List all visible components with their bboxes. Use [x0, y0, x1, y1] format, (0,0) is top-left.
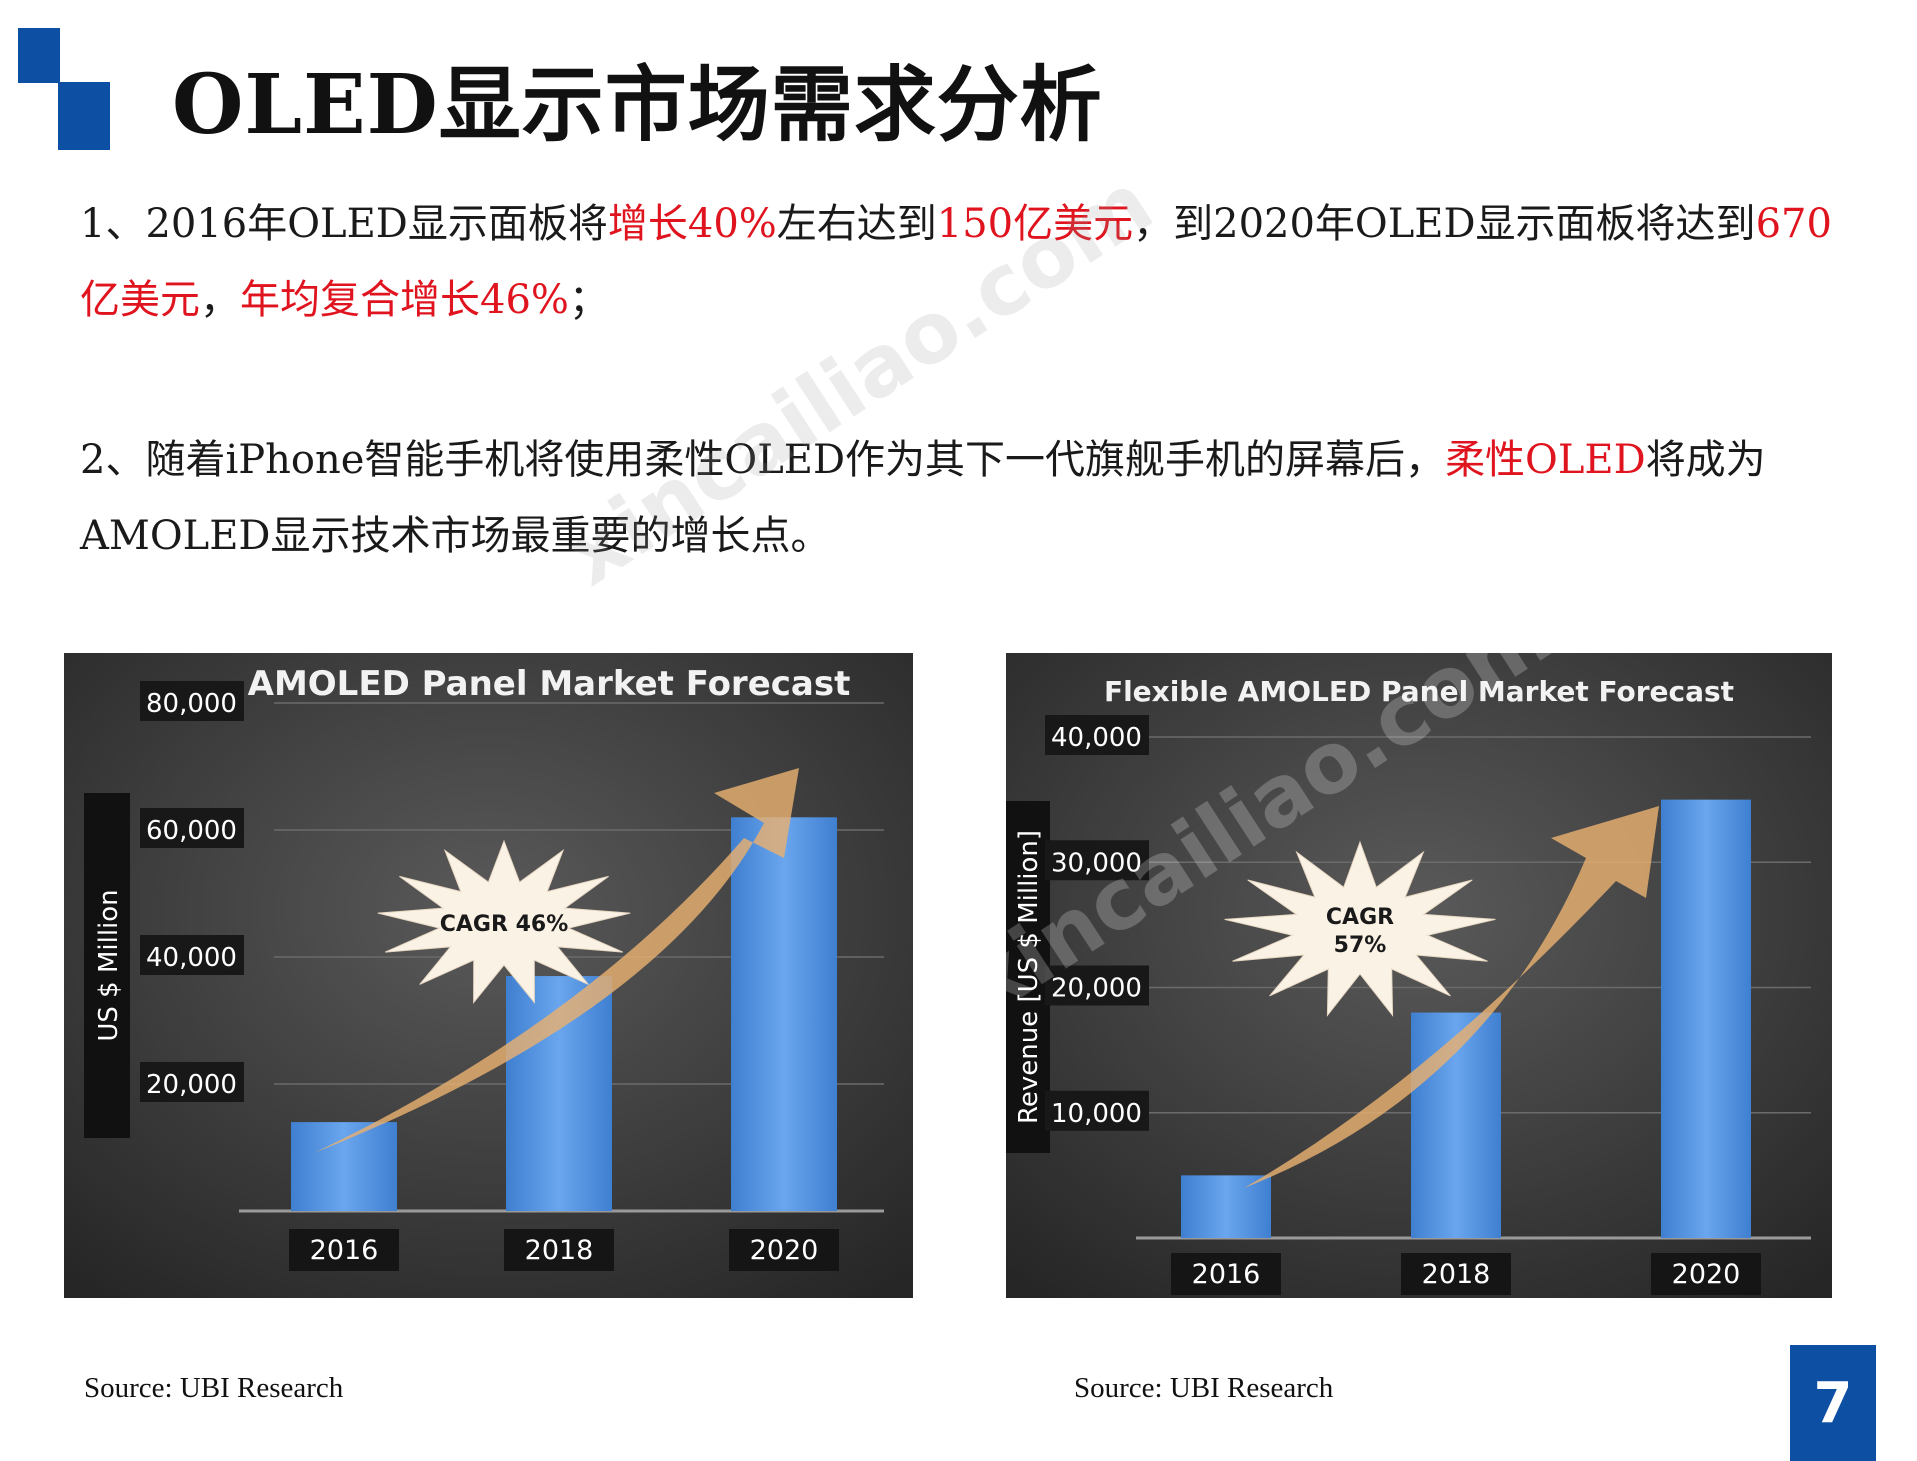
- y-axis-label: US $ Million: [94, 889, 124, 1041]
- bar-2016: [291, 1122, 397, 1211]
- slide-title: OLED显示市场需求分析: [172, 57, 1103, 153]
- growth-arrow: [314, 768, 799, 1153]
- p1-text-1: 1、2016年OLED显示面板将: [80, 201, 608, 247]
- x-tick-label: 2020: [1672, 1259, 1741, 1290]
- amoled-market-chart: US $ Million 20,000 40,000 60,000 80,000 2016…: [64, 653, 913, 1298]
- source-label-right: Source: UBI Research: [1074, 1372, 1334, 1404]
- x-tick-label: 2018: [1422, 1259, 1491, 1290]
- logo-block-lower: [58, 82, 110, 150]
- x-tick-backdrop: [1401, 1253, 1511, 1295]
- chart-title: AMOLED Panel Market Forecast: [248, 664, 851, 704]
- logo-block-upper: [18, 28, 60, 83]
- cagr-annotation: 57%: [1334, 933, 1387, 958]
- y-axis-label-backdrop: [84, 793, 130, 1138]
- y-tick-backdrop: [140, 808, 244, 848]
- bar-2020: [731, 817, 837, 1211]
- growth-arrow: [1244, 806, 1659, 1188]
- y-tick-label: 80,000: [146, 689, 237, 719]
- cagr-starburst: [1224, 840, 1496, 1017]
- y-tick-backdrop: [1045, 965, 1149, 1006]
- bar-2016: [1181, 1175, 1271, 1238]
- p1-text-3: ，到2020年OLED显示面板将达到: [1133, 201, 1756, 247]
- source-label-left: Source: UBI Research: [84, 1372, 344, 1404]
- p2-highlight-flexible-oled: 柔性OLED: [1445, 437, 1646, 483]
- chart-title: Flexible AMOLED Panel Market Forecast: [1104, 675, 1734, 708]
- p1-text-2: 左右达到: [776, 201, 937, 247]
- x-tick-label: 2016: [310, 1235, 379, 1266]
- cagr-annotation: CAGR 46%: [440, 912, 569, 937]
- y-tick-label: 40,000: [146, 943, 237, 973]
- p2-text-1: 2、随着iPhone智能手机将使用柔性OLED作为其下一代旗舰手机的屏幕后，: [80, 437, 1446, 483]
- y-tick-label: 20,000: [1051, 974, 1142, 1004]
- y-tick-backdrop: [140, 935, 244, 975]
- x-tick-backdrop: [1171, 1253, 1281, 1295]
- p1-highlight-cagr: 年均复合增长46%: [240, 277, 569, 323]
- x-tick-label: 2018: [525, 1235, 594, 1266]
- y-tick-label: 60,000: [146, 816, 237, 846]
- y-tick-label: 30,000: [1051, 848, 1142, 878]
- y-tick-label: 20,000: [146, 1070, 237, 1100]
- p1-highlight-value-2016: 150亿美元: [936, 201, 1134, 247]
- p1-text-4: ，: [200, 277, 240, 323]
- x-tick-backdrop: [729, 1229, 839, 1271]
- p1-highlight-value-2020: 670亿美元: [80, 201, 1832, 323]
- x-tick-backdrop: [504, 1229, 614, 1271]
- x-tick-backdrop: [289, 1229, 399, 1271]
- cagr-annotation: CAGR: [1326, 905, 1394, 930]
- bar-2020: [1661, 799, 1751, 1238]
- y-tick-backdrop: [140, 1062, 244, 1102]
- y-tick-backdrop: [1045, 840, 1149, 881]
- y-tick-label: 10,000: [1051, 1099, 1142, 1129]
- y-tick-backdrop: [1045, 1090, 1149, 1131]
- y-tick-label: 40,000: [1051, 723, 1142, 753]
- x-tick-label: 2016: [1192, 1259, 1261, 1290]
- y-tick-backdrop: [140, 681, 244, 721]
- flexible-amoled-market-chart: Revenue [US $ Million] 10,000 20,000 30,000…: [1006, 653, 1832, 1298]
- cagr-starburst: [377, 839, 631, 1005]
- p1-highlight-growth: 增长40%: [607, 201, 777, 247]
- paragraph-1: 1、2016年OLED显示面板将增长40%左右达到150亿美元，到2020年OL…: [80, 186, 1840, 338]
- y-axis-label-backdrop: [1006, 801, 1050, 1153]
- y-tick-backdrop: [1045, 715, 1149, 755]
- paragraph-2: 2、随着iPhone智能手机将使用柔性OLED作为其下一代旗舰手机的屏幕后，柔性…: [80, 422, 1840, 574]
- y-axis-label: Revenue [US $ Million]: [1014, 830, 1044, 1124]
- x-tick-label: 2020: [750, 1235, 819, 1266]
- p2-text-2: 将成为AMOLED显示技术市场最重要的增长点。: [80, 437, 1766, 559]
- p1-text-5: ；: [568, 277, 609, 323]
- x-tick-backdrop: [1651, 1253, 1761, 1295]
- page-number: 7: [1790, 1345, 1876, 1461]
